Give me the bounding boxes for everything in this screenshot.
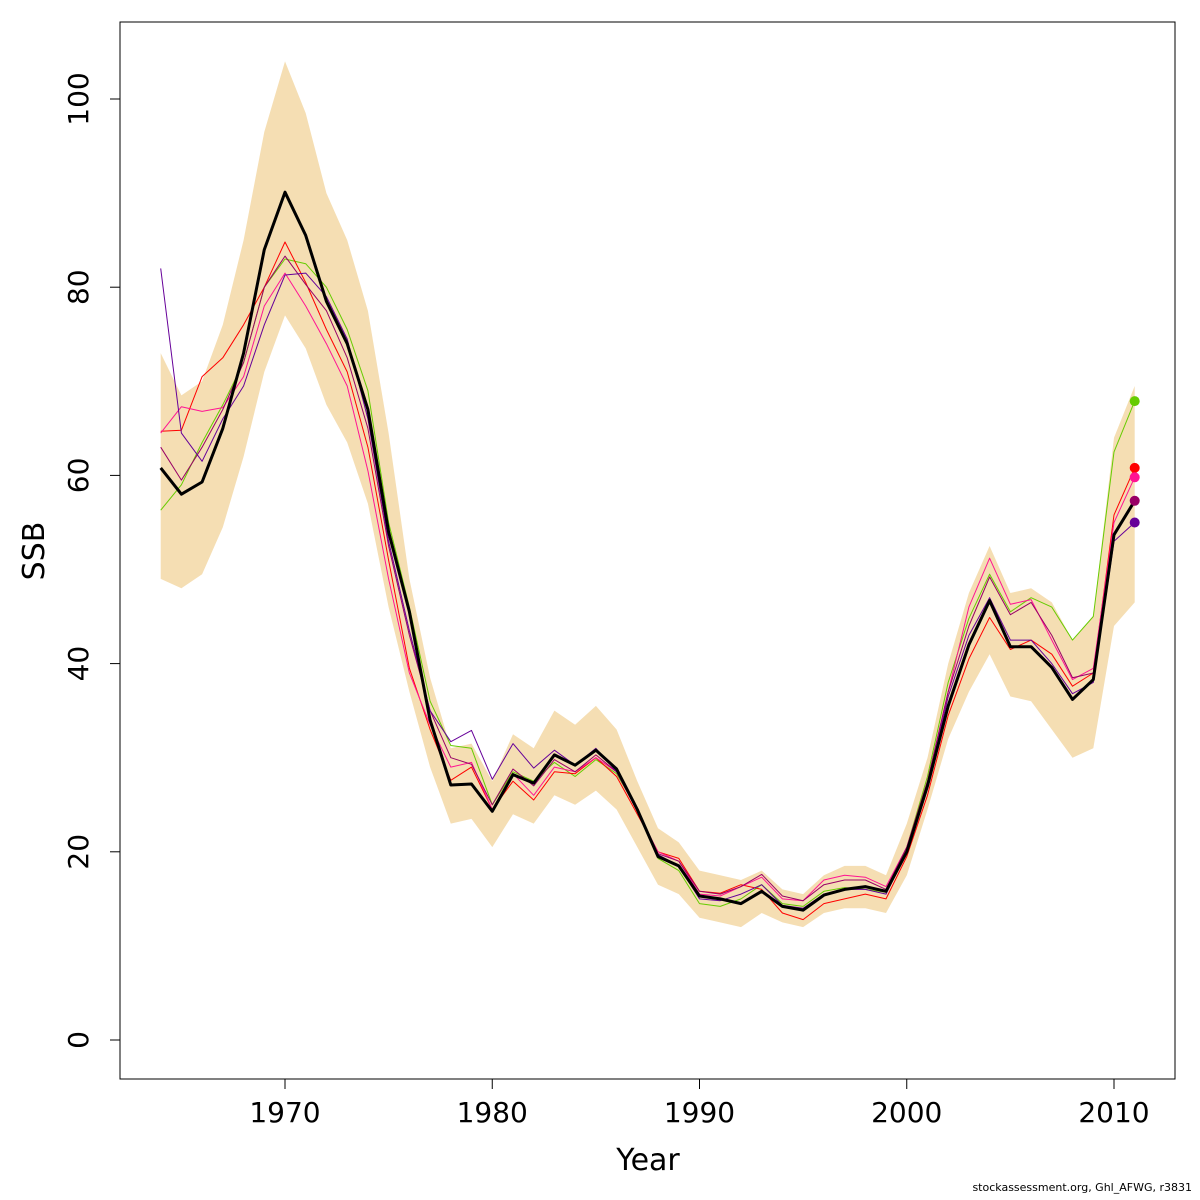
series-line-0	[159, 190, 1136, 912]
x-axis-title: Year	[615, 1143, 680, 1178]
end-marker-3	[1129, 495, 1140, 506]
end-markers	[1129, 396, 1140, 528]
series-lines	[159, 190, 1136, 921]
y-tick-label-100: 100	[62, 72, 95, 125]
x-axis: 1970 1980 1990 2000 2010	[249, 1078, 1150, 1129]
x-tick-label-1980: 1980	[457, 1096, 528, 1129]
y-tick-label-60: 60	[62, 458, 95, 494]
confidence-band-area	[160, 61, 1135, 928]
x-tick-label-2000: 2000	[871, 1096, 942, 1129]
y-axis-title: SSB	[17, 522, 52, 581]
end-marker-4	[1129, 517, 1140, 528]
y-tick-label-0: 0	[62, 1031, 95, 1049]
footer-source: stockassessment.org, Ghl_AFWG, r3831	[972, 1181, 1192, 1194]
y-tick-label-80: 80	[62, 269, 95, 305]
x-tick-label-1990: 1990	[664, 1096, 735, 1129]
y-tick-label-20: 20	[62, 834, 95, 870]
y-tick-label-40: 40	[62, 646, 95, 682]
end-marker-1	[1129, 462, 1140, 473]
end-marker-2	[1129, 472, 1140, 483]
x-tick-label-2010: 2010	[1078, 1096, 1149, 1129]
y-axis: 0 20 40 60 80 100	[62, 72, 121, 1049]
series-line-4	[160, 255, 1136, 902]
end-marker-0	[1129, 396, 1140, 407]
confidence-band	[160, 61, 1135, 928]
x-tick-label-1970: 1970	[249, 1096, 320, 1129]
